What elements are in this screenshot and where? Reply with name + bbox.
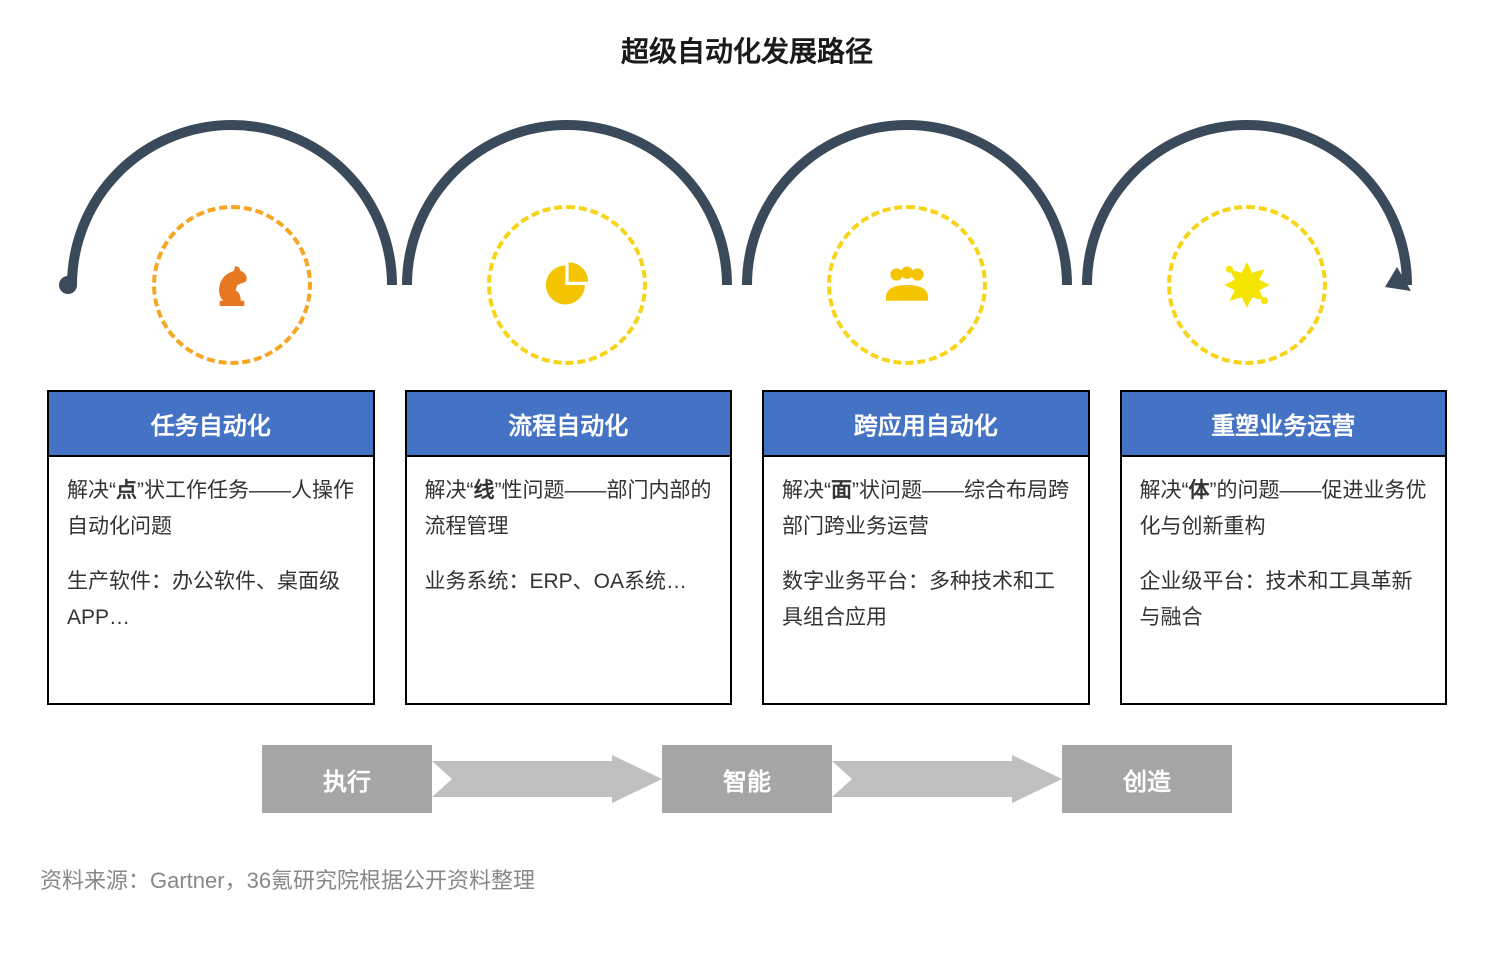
stage-desc-1: 解决“面”状问题——综合布局跨部门跨业务运营 [782,473,1070,544]
stage-desc-2: 业务系统：ERP、OA系统… [425,564,713,600]
people-group-icon [877,255,937,315]
arcs-container [47,110,1447,390]
text-emph: 点 [116,479,137,502]
stage-column-1: 任务自动化解决“点”状工作任务——人操作自动化问题生产软件：办公软件、桌面级AP… [47,390,375,705]
chess-knight-icon [202,255,262,315]
text-emph: 面 [831,479,852,502]
flow-step-box: 智能 [662,745,832,813]
stage-desc-1: 解决“体”的问题——促进业务优化与创新重构 [1140,473,1428,544]
stage-desc-2: 数字业务平台：多种技术和工具组合应用 [782,564,1070,635]
source-note: 资料来源：Gartner，36氪研究院根据公开资料整理 [40,863,1454,895]
stage-body: 解决“面”状问题——综合布局跨部门跨业务运营数字业务平台：多种技术和工具组合应用 [762,455,1090,705]
flow-step-box: 执行 [262,745,432,813]
text-pre: 解决“ [782,479,831,502]
stage-column-4: 重塑业务运营解决“体”的问题——促进业务优化与创新重构企业级平台：技术和工具革新… [1120,390,1448,705]
text-pre: 解决“ [67,479,116,502]
text-emph: 线 [474,479,495,502]
flow-arrow-icon [832,755,1062,803]
flow-arrow-icon [432,755,662,803]
stage-body: 解决“线”性问题——部门内部的流程管理业务系统：ERP、OA系统… [405,455,733,705]
stage-desc-2: 生产软件：办公软件、桌面级APP… [67,564,355,635]
stage-circle-4 [1167,205,1327,365]
stage-body: 解决“点”状工作任务——人操作自动化问题生产软件：办公软件、桌面级APP… [47,455,375,705]
text-pre: 解决“ [1140,479,1189,502]
pie-chart-icon [537,255,597,315]
stages-row: 任务自动化解决“点”状工作任务——人操作自动化问题生产软件：办公软件、桌面级AP… [47,390,1447,705]
stage-circle-2 [487,205,647,365]
stage-desc-1: 解决“点”状工作任务——人操作自动化问题 [67,473,355,544]
diagram-title: 超级自动化发展路径 [40,30,1454,70]
text-pre: 解决“ [425,479,474,502]
stage-circle-3 [827,205,987,365]
text-emph: 体 [1189,479,1210,502]
stage-desc-1: 解决“线”性问题——部门内部的流程管理 [425,473,713,544]
stage-body: 解决“体”的问题——促进业务优化与创新重构企业级平台：技术和工具革新与融合 [1120,455,1448,705]
flow-step-box: 创造 [1062,745,1232,813]
stage-circle-1 [152,205,312,365]
stage-desc-2: 企业级平台：技术和工具革新与融合 [1140,564,1428,635]
stage-column-3: 跨应用自动化解决“面”状问题——综合布局跨部门跨业务运营数字业务平台：多种技术和… [762,390,1090,705]
stage-column-2: 流程自动化解决“线”性问题——部门内部的流程管理业务系统：ERP、OA系统… [405,390,733,705]
splash-icon [1217,255,1277,315]
bottom-flow: 执行 智能 创造 [40,745,1454,813]
